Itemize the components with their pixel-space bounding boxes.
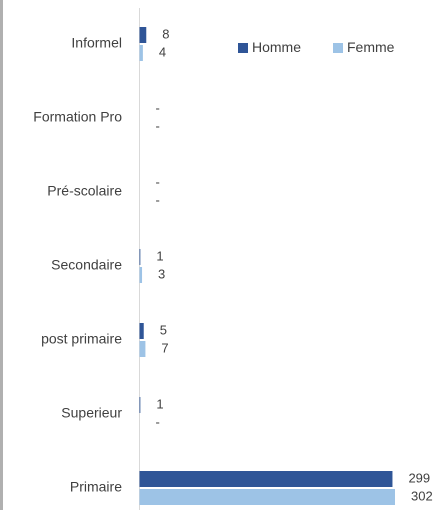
category-label: Primaire xyxy=(70,479,122,495)
value-label: 3 xyxy=(158,266,165,281)
legend-label: Femme xyxy=(347,39,395,55)
bar xyxy=(139,267,143,283)
value-label: - xyxy=(156,192,160,207)
bar xyxy=(139,45,143,61)
bar xyxy=(139,489,395,505)
category-label: Superieur xyxy=(61,405,122,421)
category-label: Informel xyxy=(71,35,122,51)
bar xyxy=(139,471,393,487)
bar xyxy=(139,323,144,339)
category-label: Secondaire xyxy=(51,257,122,273)
value-label: - xyxy=(156,174,160,189)
bar xyxy=(139,27,147,43)
legend-swatch xyxy=(333,43,343,53)
category-label: post primaire xyxy=(41,331,122,347)
value-label: 4 xyxy=(159,44,166,59)
left-border xyxy=(0,0,3,510)
value-label: 8 xyxy=(162,26,169,41)
value-label: 1 xyxy=(156,248,163,263)
value-label: - xyxy=(156,414,160,429)
value-label: - xyxy=(156,118,160,133)
value-label: 302 xyxy=(411,488,433,503)
bar xyxy=(139,397,141,413)
category-label: Pré-scolaire xyxy=(47,183,122,199)
legend-label: Homme xyxy=(252,39,301,55)
value-label: - xyxy=(156,100,160,115)
bar xyxy=(139,341,146,357)
legend-swatch xyxy=(238,43,248,53)
category-label: Formation Pro xyxy=(33,109,122,125)
value-label: 1 xyxy=(156,396,163,411)
bar xyxy=(139,249,141,265)
value-label: 7 xyxy=(161,340,168,355)
value-label: 299 xyxy=(408,470,430,485)
value-label: 5 xyxy=(160,322,167,337)
